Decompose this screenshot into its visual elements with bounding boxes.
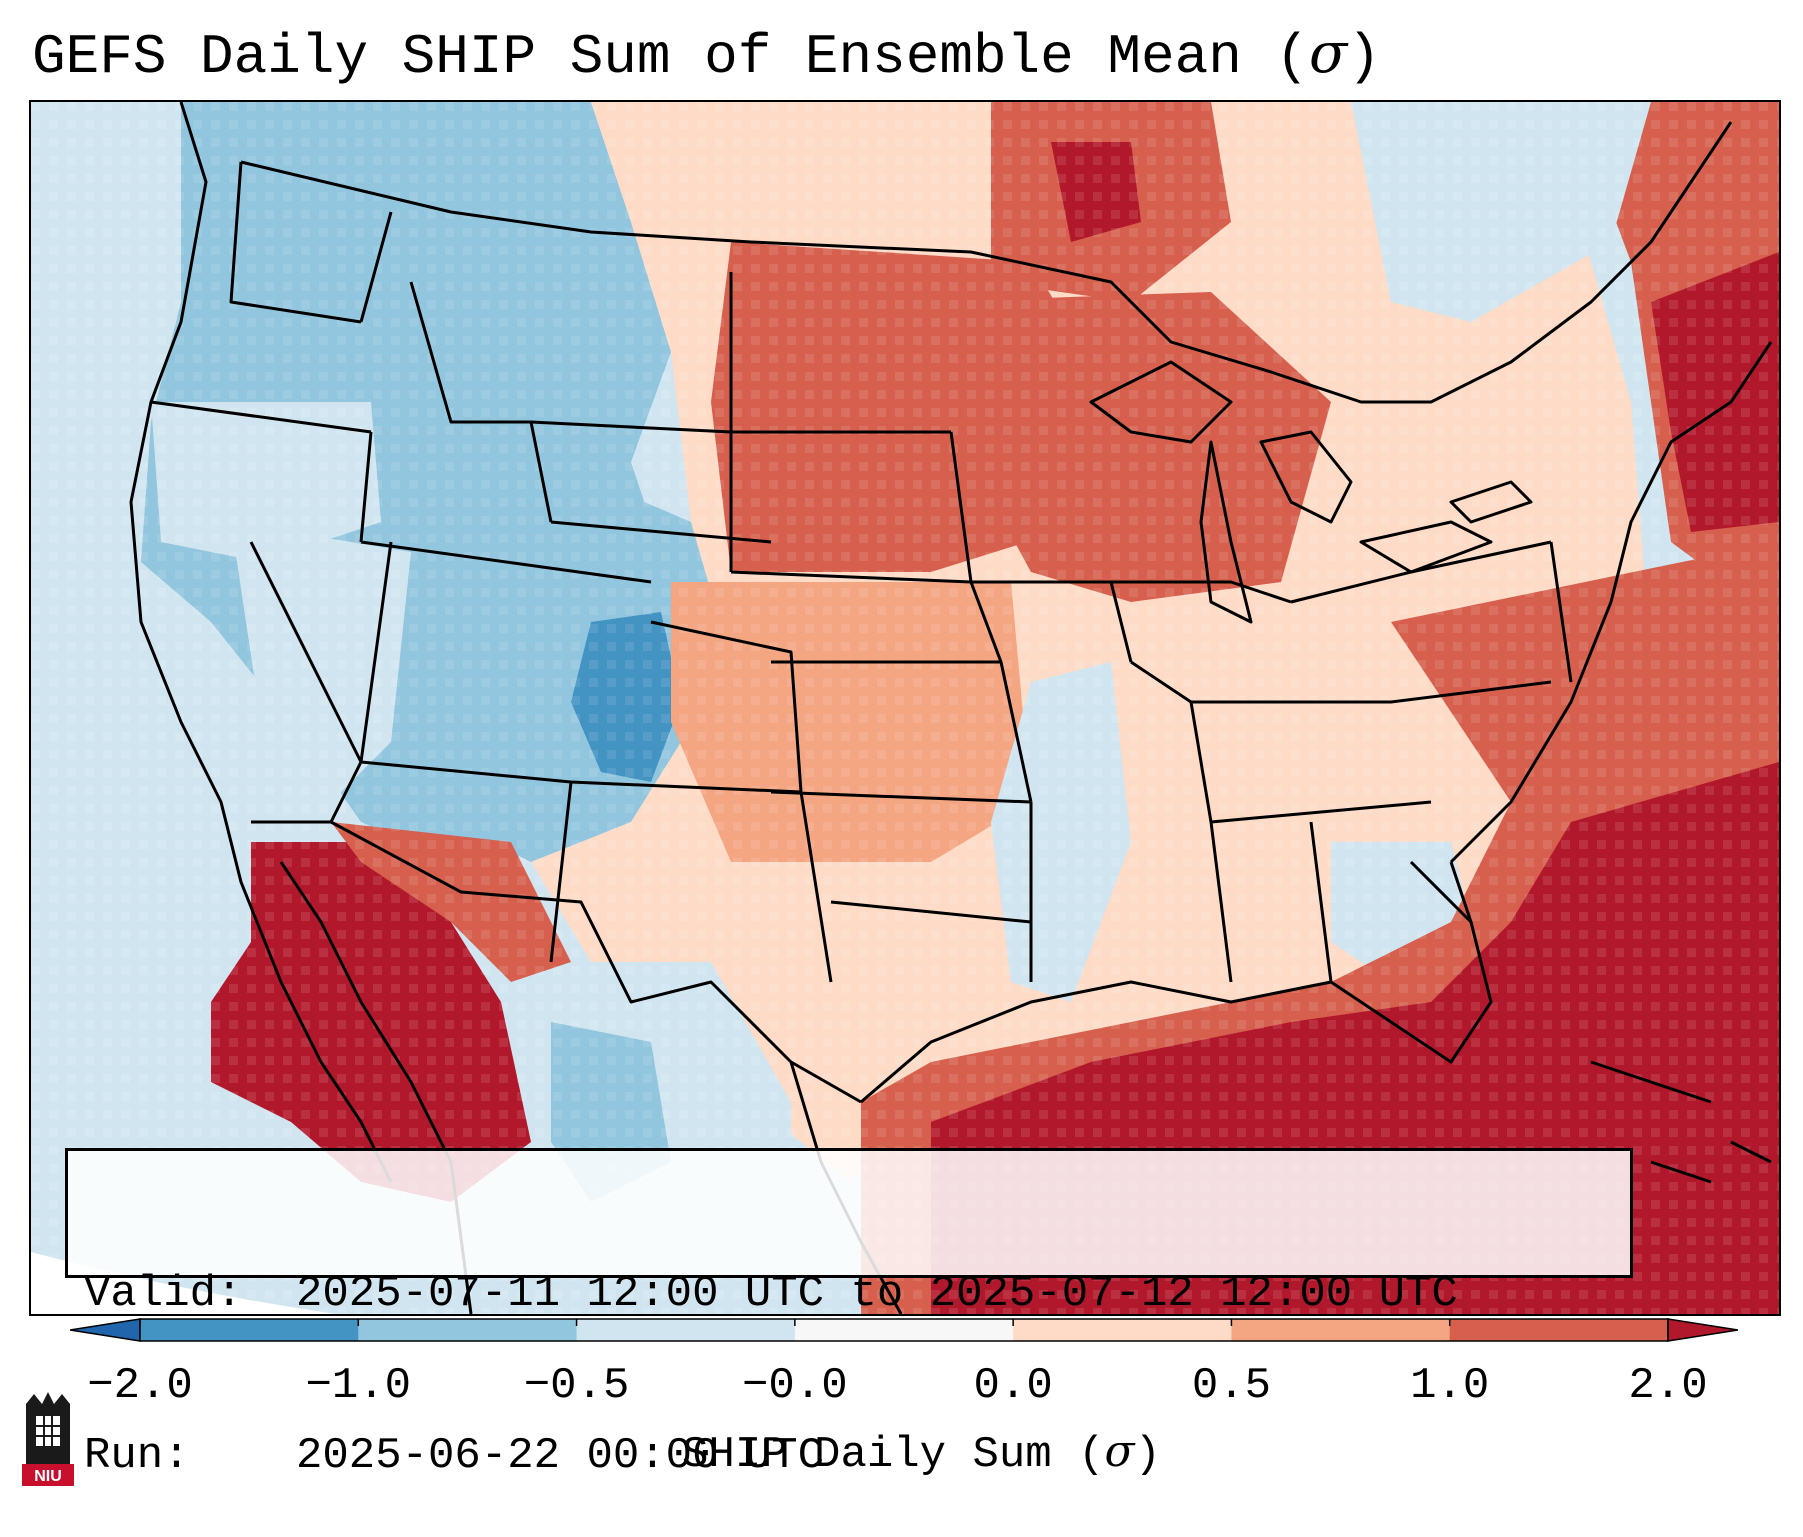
colorbar-svg bbox=[70, 1318, 1738, 1342]
colorbar-tick-label: −1.0 bbox=[305, 1361, 412, 1411]
map-panel bbox=[29, 100, 1781, 1316]
chart-title: GEFS Daily SHIP Sum of Ensemble Mean (σ) bbox=[32, 21, 1381, 90]
colorbar-tick-label: −2.0 bbox=[87, 1361, 193, 1411]
colorbar-label: SHIP Daily Sum (σ) bbox=[0, 1424, 1803, 1483]
colorbar-tick-label: −0.5 bbox=[523, 1361, 630, 1411]
niu-logo: NIU bbox=[20, 1390, 76, 1486]
us-mexico-border bbox=[251, 820, 862, 1104]
great-lakes bbox=[1089, 360, 1533, 624]
title-text: GEFS Daily SHIP Sum of Ensemble Mean ( bbox=[32, 25, 1310, 89]
boundaries bbox=[129, 102, 1773, 1314]
colorbar-under-arrow bbox=[70, 1318, 141, 1342]
colorbar-over-arrow bbox=[1667, 1318, 1738, 1342]
state-lines-west bbox=[150, 161, 803, 963]
colorbar-tick-labels: −2.0 −1.0 −0.5 −0.0 0.0 0.5 1.0 2.0 bbox=[0, 1358, 1803, 1414]
colorbar-tick-label: 1.0 bbox=[1410, 1361, 1490, 1411]
caribbean-islands bbox=[1590, 1060, 1772, 1184]
state-lines-central bbox=[729, 272, 1033, 983]
colorbar-bin bbox=[576, 1319, 796, 1341]
colorbar bbox=[70, 1318, 1738, 1342]
colorbar-label-text: SHIP Daily Sum ( bbox=[682, 1430, 1105, 1480]
colorbar-bin bbox=[358, 1319, 578, 1341]
atlantic-coastline bbox=[1449, 341, 1773, 864]
pacific-coastline bbox=[129, 102, 393, 1183]
niu-logo-icon: NIU bbox=[22, 1392, 74, 1486]
run-row: Run: 2025-06-22 00:00 UTC bbox=[84, 1429, 1614, 1483]
colorbar-bin bbox=[140, 1319, 359, 1341]
ship-map bbox=[31, 102, 1779, 1314]
colorbar-tick-label: 0.5 bbox=[1191, 1361, 1272, 1411]
colorbar-tick-label: −0.0 bbox=[742, 1361, 848, 1411]
colorbar-bin bbox=[794, 1319, 1014, 1341]
us-canada-border bbox=[240, 121, 1733, 404]
title-sigma: σ bbox=[1309, 21, 1348, 86]
colorbar-tick-label: 2.0 bbox=[1628, 1361, 1708, 1411]
colorbar-bin bbox=[1449, 1319, 1669, 1341]
run-label: Run: bbox=[84, 1431, 190, 1481]
colorbar-label-suffix: ) bbox=[1134, 1430, 1161, 1480]
colorbar-bin bbox=[1013, 1319, 1232, 1341]
pixel-texture bbox=[31, 102, 1779, 1314]
valid-row: Valid: 2025-07-11 12:00 UTC to 2025-07-12… bbox=[84, 1267, 1614, 1321]
niu-logo-text: NIU bbox=[34, 1468, 62, 1485]
valid-run-info-box: Valid: 2025-07-11 12:00 UTC to 2025-07-12… bbox=[65, 1148, 1633, 1481]
title-suffix: ) bbox=[1347, 25, 1381, 89]
valid-label: Valid: bbox=[84, 1269, 243, 1319]
colorbar-frame bbox=[139, 1318, 1669, 1342]
colorbar-tick-label: 0.0 bbox=[973, 1361, 1053, 1411]
colorbar-label-sigma: σ bbox=[1104, 1426, 1135, 1477]
colorbar-bin bbox=[1231, 1319, 1451, 1341]
run-value: 2025-06-22 00:00 UTC bbox=[296, 1431, 825, 1481]
valid-value: 2025-07-11 12:00 UTC to 2025-07-12 12:00… bbox=[296, 1269, 1458, 1319]
